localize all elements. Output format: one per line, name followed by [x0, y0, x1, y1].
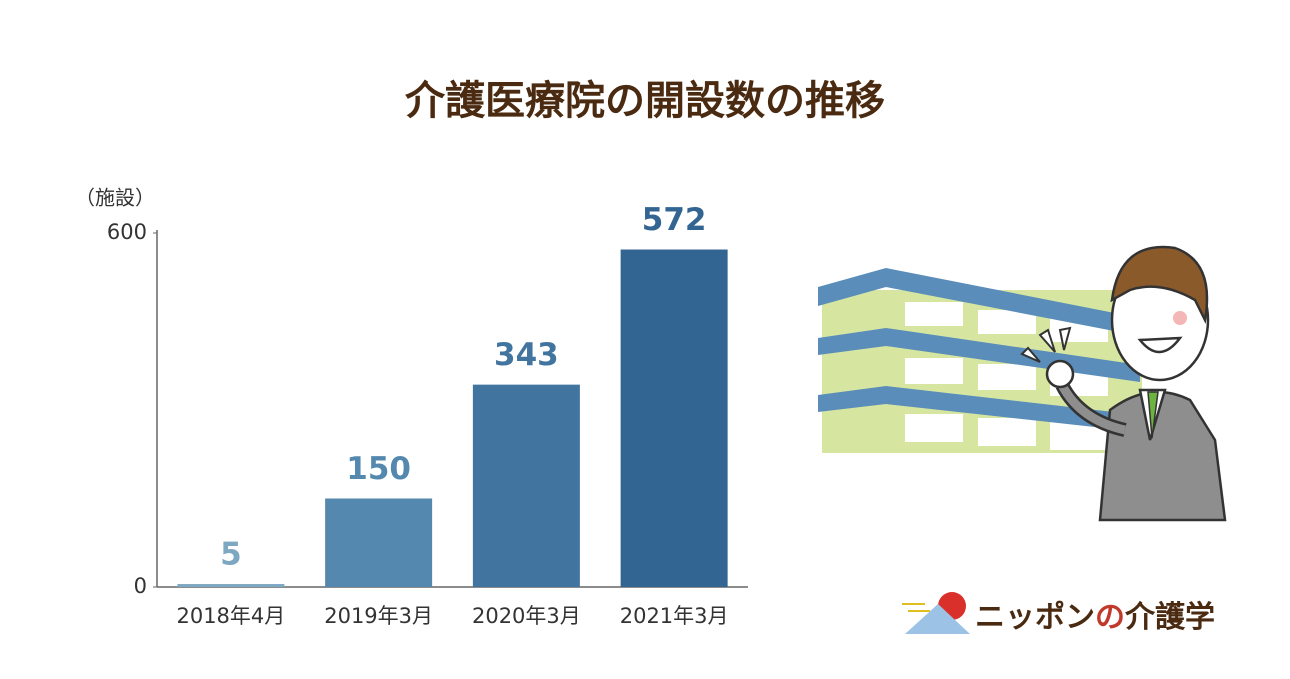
logo-part: 介護学 [1124, 600, 1215, 635]
bar [472, 384, 580, 587]
x-tick-label: 2019年3月 [324, 604, 433, 628]
bar [620, 249, 728, 587]
logo-part: ニッポン [975, 600, 1095, 635]
y-tick-label: 0 [134, 574, 147, 598]
person [1045, 245, 1227, 522]
y-axis-label: （施設） [75, 186, 155, 210]
x-tick-label: 2018年4月 [176, 604, 285, 628]
x-tick-label: 2020年3月 [472, 604, 581, 628]
sparkles [1020, 326, 1072, 363]
logo-part: の [1095, 600, 1125, 635]
logo-mark [902, 592, 970, 634]
logo-text: ニッポンの介護学 [975, 600, 1215, 635]
data-label: 150 [346, 451, 411, 487]
illustration [818, 245, 1227, 634]
logo: ニッポンの介護学 [975, 600, 1215, 635]
y-tick-label: 600 [107, 220, 147, 244]
data-label: 343 [494, 337, 559, 373]
chart-title: 介護医療院の開設数の推移 [405, 78, 885, 124]
data-label: 572 [642, 202, 707, 238]
bar [325, 498, 433, 587]
x-tick-label: 2021年3月 [620, 604, 729, 628]
bar [177, 584, 285, 587]
windows [905, 302, 1108, 450]
data-label: 5 [220, 537, 242, 573]
